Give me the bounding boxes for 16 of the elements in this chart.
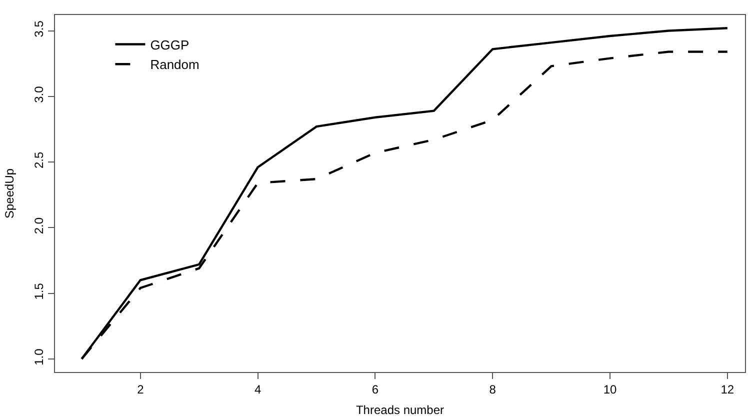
y-tick-label: 1.0 bbox=[32, 348, 46, 366]
x-axis-title: Threads number bbox=[356, 403, 444, 417]
legend-label: Random bbox=[150, 57, 200, 72]
x-tick-label: 10 bbox=[603, 382, 617, 396]
x-tick-label: 6 bbox=[372, 382, 379, 396]
x-tick-label: 2 bbox=[137, 382, 144, 396]
x-tick-label: 8 bbox=[489, 382, 496, 396]
y-axis-title: SpeedUp bbox=[2, 168, 16, 219]
y-tick-label: 2.5 bbox=[32, 152, 46, 169]
x-tick-label: 12 bbox=[720, 382, 734, 396]
y-tick-label: 3.0 bbox=[32, 86, 46, 103]
x-tick-label: 4 bbox=[254, 382, 262, 396]
y-tick-label: 1.5 bbox=[32, 282, 46, 300]
legend-label: GGGP bbox=[150, 37, 190, 52]
y-tick-label: 3.5 bbox=[32, 20, 46, 38]
y-tick-label: 2.0 bbox=[32, 217, 46, 234]
